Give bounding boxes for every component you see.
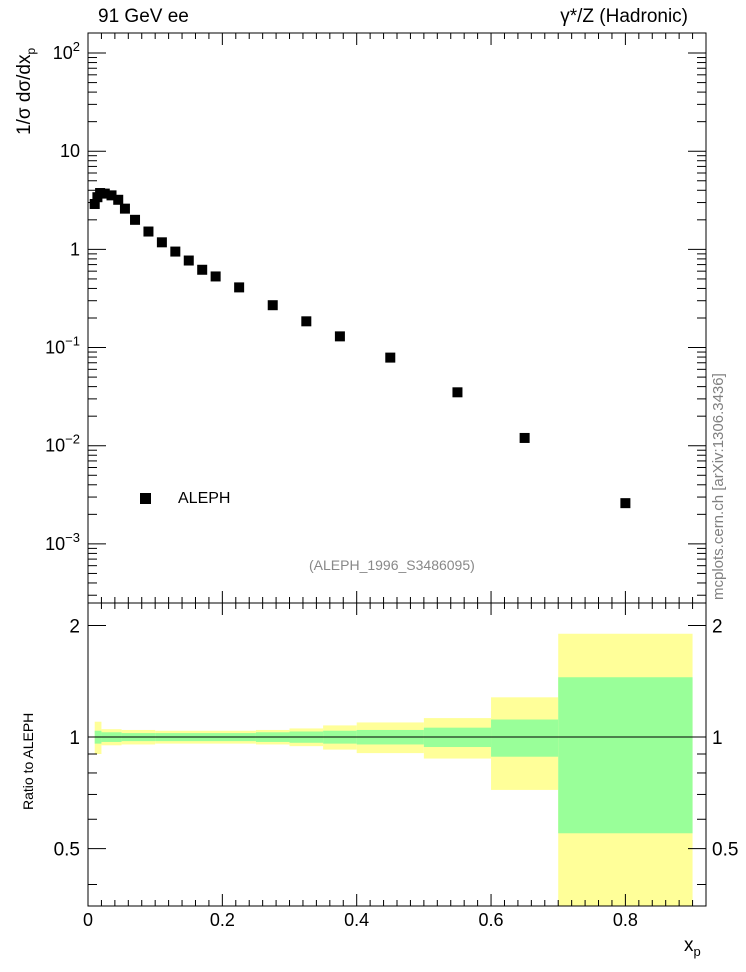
y-tick-label-exponent: −3 (65, 530, 80, 545)
y-tick-label-exponent: −1 (65, 334, 80, 349)
energy-label: 91 GeV ee (98, 6, 189, 27)
ratio-y-tick-label-left: 2 (69, 616, 80, 637)
y-tick-label: 1 (70, 239, 80, 259)
y-tick-label-base: 10 (45, 338, 65, 358)
data-point-aleph (620, 498, 631, 509)
ratio-y-tick-label-right: 0.5 (712, 840, 738, 861)
ratio-band-inner (558, 677, 693, 834)
legend-marker (140, 493, 151, 504)
data-point-aleph (234, 282, 245, 293)
x-tick-label: 0.2 (210, 910, 235, 930)
data-point-aleph (119, 203, 130, 214)
ratio-bands-layer (88, 633, 706, 906)
y-axis-label-ratio: Ratio to ALEPH (20, 712, 36, 810)
data-point-aleph (452, 387, 463, 398)
data-markers (89, 188, 631, 509)
top-panel-frame (87, 32, 707, 604)
data-point-aleph (143, 226, 154, 237)
y-tick-label-base: 1 (70, 239, 80, 259)
data-point-aleph (99, 188, 110, 199)
data-point-aleph (183, 255, 194, 266)
y-tick-label: 10−3 (45, 530, 80, 554)
x-tick-label: 0.4 (344, 910, 369, 930)
data-point-aleph (301, 316, 312, 327)
x-axis-label-subscript: p (693, 943, 701, 959)
y-tick-label-base: 10 (45, 534, 65, 554)
y-axis-label-text: 1/σ dσ/dx (14, 54, 35, 136)
data-point-aleph (210, 271, 221, 282)
ratio-y-tick-label-right: 1 (712, 728, 723, 749)
process-label: γ*/Z (Hadronic) (560, 6, 688, 27)
x-axis-label-text: x (684, 935, 694, 956)
x-axis-label: xp (684, 935, 701, 959)
analysis-id-label: (ALEPH_1996_S3486095) (309, 557, 475, 573)
data-point-aleph (334, 331, 345, 342)
data-point-aleph (519, 432, 530, 443)
y-tick-label-exponent: −2 (65, 432, 80, 447)
ratio-band-inner (491, 719, 559, 757)
y-tick-label: 10 (60, 141, 80, 161)
data-point-aleph (156, 237, 167, 248)
data-point-aleph (197, 264, 208, 275)
watermark-label: mcplots.cern.ch [arXiv:1306.3436] (710, 373, 727, 600)
data-point-aleph (130, 214, 141, 225)
data-point-aleph (267, 300, 278, 311)
legend-entry-aleph: ALEPH (178, 490, 231, 507)
x-tick-label: 0.8 (613, 910, 638, 930)
y-tick-label-exponent: 2 (73, 39, 80, 54)
y-tick-label-base: 10 (45, 436, 65, 456)
y-tick-label-base: 10 (53, 43, 73, 63)
data-point-aleph (113, 194, 124, 205)
ratio-y-tick-label-left: 0.5 (54, 840, 80, 861)
data-point-aleph (170, 246, 181, 257)
x-tick-label: 0.6 (479, 910, 504, 930)
data-point-aleph (89, 198, 100, 209)
y-tick-label: 102 (53, 39, 80, 63)
ratio-y-tick-label-right: 2 (712, 616, 723, 637)
data-point-aleph (385, 352, 396, 363)
y-tick-label-base: 10 (60, 141, 80, 161)
x-tick-label: 0 (83, 910, 93, 930)
ratio-y-tick-label-left: 1 (69, 728, 80, 749)
y-tick-label: 10−1 (45, 334, 80, 358)
data-point-aleph (106, 190, 117, 201)
y-axis-label-main: 1/σ dσ/dxp (14, 48, 38, 135)
y-axis-label-subscript: p (23, 47, 38, 55)
axis-ticks (87, 33, 706, 906)
y-tick-label: 10−2 (45, 432, 80, 456)
